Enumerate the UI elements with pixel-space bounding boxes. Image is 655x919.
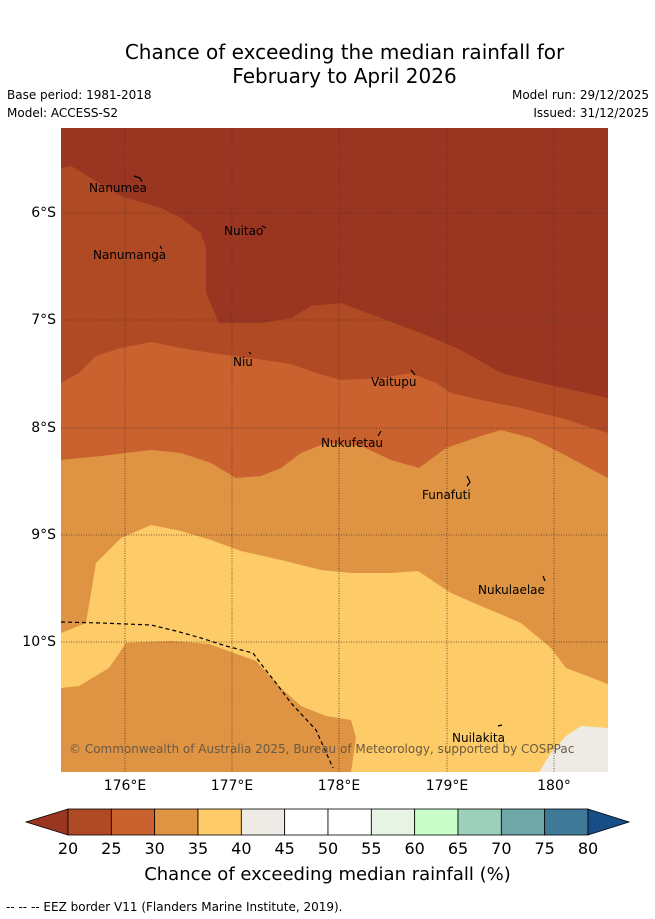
base-period: Base period: 1981-2018 [7,88,152,102]
lon-label-179e: 179°E [425,778,469,794]
place-nuilakita: Nuilakita [452,731,505,745]
title-line-2: February to April 2026 [232,64,457,88]
island-nuilakita [497,724,503,727]
place-funafuti: Funafuti [422,488,471,502]
colorbar-title: Chance of exceeding median rainfall (%) [144,864,511,885]
colorbar-segment [327,808,372,836]
colorbar-tick-label: 60 [404,839,425,858]
place-nanumanga: Nanumanga [93,248,167,262]
place-nanumea: Nanumea [89,181,147,195]
lon-label-177e: 177°E [210,778,254,794]
island-nukulaelae [542,575,546,582]
colorbar-segment [414,808,459,836]
lat-label-6s: 6°S [31,205,56,221]
colorbar-tick-label: 20 [57,839,79,858]
title-line-1: Chance of exceeding the median rainfall … [124,40,565,64]
island-nukufetau [377,430,382,437]
graticule [61,128,608,772]
island-nanumea [133,175,143,183]
colorbar-segment [240,808,286,836]
lon-label-176e: 176°E [103,778,147,794]
colorbar-segment [370,808,416,836]
colorbar-tick-label: 40 [231,839,252,858]
colorbar-tick-label: 35 [187,839,209,858]
colorbar-under-arrow [24,808,69,836]
place-nukulaelae: Nukulaelae [478,583,545,597]
colorbar-segment [110,808,156,836]
place-nuitao: Nuitao [224,224,264,238]
colorbar-tick-label: 30 [144,839,165,858]
colorbar-tick-label: 65 [447,839,469,858]
colorbar-tick-label: 25 [101,839,122,858]
eez-footnote: -- -- -- EEZ border V11 (Flanders Marine… [6,900,343,914]
lon-label-178e: 178°E [317,778,361,794]
model-name: Model: ACCESS-S2 [7,106,119,120]
colorbar-over-arrow [587,808,631,836]
island-nuitao [261,225,267,229]
rainfall-map [61,128,608,772]
island-outlines [133,175,546,727]
copyright-notice: © Commonwealth of Australia 2025, Bureau… [69,742,575,756]
colorbar-tick-label: 75 [534,839,555,858]
lat-label-8s: 8°S [31,420,56,436]
colorbar-segment [197,808,242,836]
place-vaitupu: Vaitupu [371,375,417,389]
island-nanumanga [159,245,163,250]
place-niu: Niu [233,355,253,369]
issued-date: Issued: 31/12/2025 [533,106,649,120]
colorbar-segment [284,808,329,836]
colorbar-segment [67,808,112,836]
colorbar-tick-label: 80 [577,839,599,858]
colorbar [24,808,631,836]
colorbar-segment [500,808,546,836]
island-niu [248,351,252,355]
map-title: Chance of exceeding the median rainfall … [0,40,655,88]
lat-label-9s: 9°S [31,527,56,543]
colorbar-tick-label: 50 [317,839,339,858]
colorbar-segment [544,808,589,836]
colorbar-tick-label: 70 [491,839,512,858]
zone-40-45 [539,726,608,772]
model-run: Model run: 29/12/2025 [511,88,649,102]
lat-label-10s: 10°S [22,634,56,650]
colorbar-tick-label: 45 [274,839,295,858]
island-funafuti [466,475,471,487]
island-vaitupu [410,369,416,376]
colorbar-tick-label: 55 [361,839,382,858]
place-nukufetau: Nukufetau [321,436,384,450]
zone-30-35-south [61,641,356,772]
lon-label-180: 180° [537,778,571,794]
colorbar-segment [457,808,502,836]
colorbar-segment [154,808,199,836]
lat-label-7s: 7°S [31,312,56,328]
